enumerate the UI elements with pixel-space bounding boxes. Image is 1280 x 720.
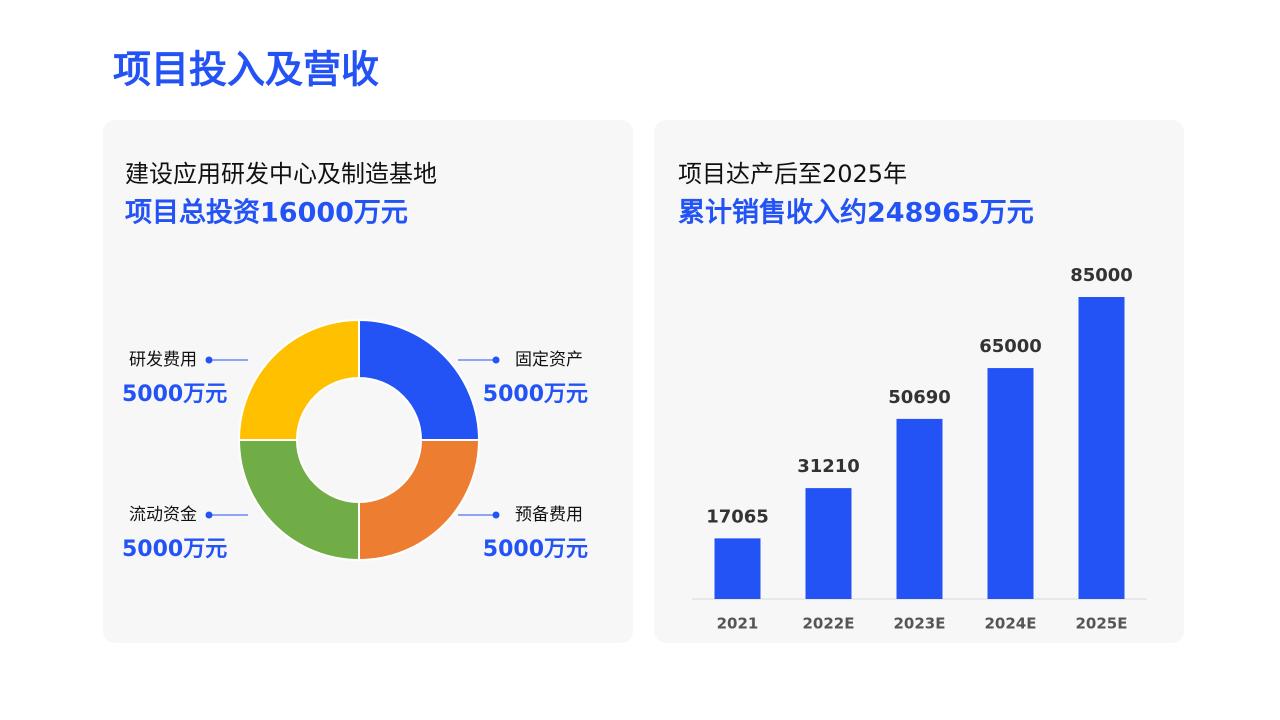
bar <box>805 488 852 599</box>
value-label: 5000万元 <box>122 537 227 562</box>
x-tick-label: 2022E <box>803 615 855 633</box>
legend-label: 流动资金 <box>129 505 197 525</box>
donut-segment <box>358 439 481 562</box>
donut-segment <box>358 318 481 441</box>
leader-dot <box>492 356 500 364</box>
card-title: 建设应用研发中心及制造基地 <box>125 160 437 188</box>
leader-dot <box>205 356 213 364</box>
donut-segment <box>237 318 360 441</box>
legend-label: 预备费用 <box>515 505 583 525</box>
leader-dot <box>492 511 500 519</box>
x-tick-label: 2024E <box>985 615 1037 633</box>
bar <box>714 538 761 599</box>
card-subtitle: 项目总投资16000万元 <box>125 198 408 229</box>
card-subtitle: 累计销售收入约248965万元 <box>678 197 1034 229</box>
legend-label: 固定资产 <box>515 350 583 370</box>
x-tick-label: 2025E <box>1076 615 1128 633</box>
bar <box>987 368 1034 599</box>
data-label: 31210 <box>797 456 860 477</box>
data-label: 85000 <box>1070 265 1133 286</box>
card-title: 项目达产后至2025年 <box>678 160 907 188</box>
value-label: 5000万元 <box>483 537 588 562</box>
value-label: 5000万元 <box>483 382 588 407</box>
x-tick-label: 2021 <box>717 615 759 633</box>
data-label: 50690 <box>888 387 951 408</box>
data-label: 65000 <box>979 336 1042 357</box>
slide-title: 项目投入及营收 <box>113 48 379 92</box>
data-label: 17065 <box>706 506 769 527</box>
legend-label: 研发费用 <box>129 350 197 370</box>
card <box>654 120 1184 643</box>
x-tick-label: 2023E <box>894 615 946 633</box>
value-label: 5000万元 <box>122 382 227 407</box>
donut-segment <box>237 439 360 562</box>
leader-dot <box>205 511 213 519</box>
bar <box>1078 297 1125 599</box>
bar <box>896 418 943 599</box>
card <box>103 120 633 643</box>
